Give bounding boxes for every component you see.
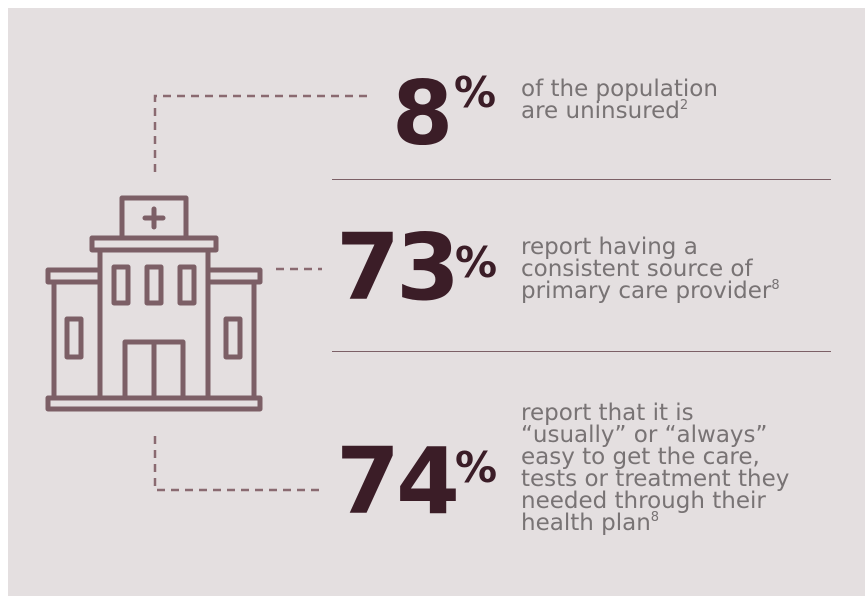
footnote-marker: 8 [771,278,780,293]
connector-bottom [153,436,322,492]
stat-percent-sign: % [454,68,497,117]
footnote-marker: 2 [679,98,689,113]
footnote-marker: 8 [650,510,660,525]
stat-value: 8 [392,62,453,165]
stat-percent-sign: % [455,238,498,287]
divider [332,351,831,352]
stat-value: 74 [336,428,460,535]
divider [332,179,831,180]
stat-description: of the population are uninsured2 [521,76,718,124]
stat-description: report having a consistent source of pri… [521,234,780,304]
connector-top [153,94,372,172]
stat-value: 73 [336,214,460,321]
stat-percent-sign: % [455,443,498,492]
stat-description: report that it is “usually” or “always” … [521,400,790,536]
